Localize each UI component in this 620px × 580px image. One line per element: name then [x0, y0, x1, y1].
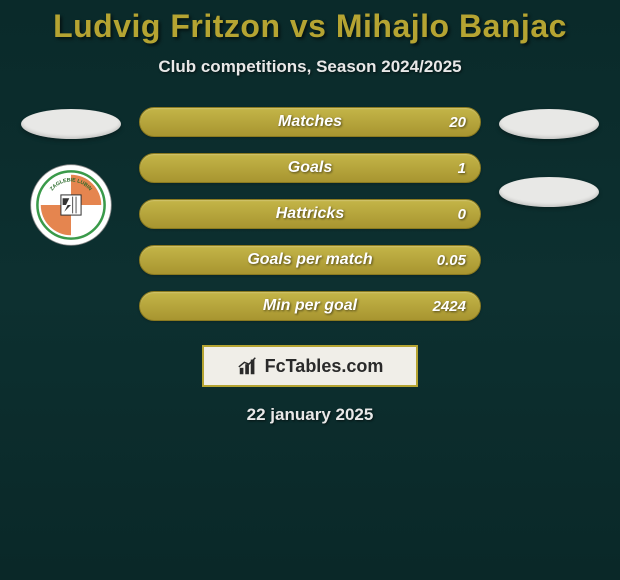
bar-chart-icon [237, 355, 259, 377]
stat-label: Min per goal [263, 297, 357, 315]
stat-value: 1 [458, 160, 466, 177]
club2-placeholder-icon [499, 177, 599, 207]
source-logo-box[interactable]: FcTables.com [202, 345, 418, 387]
source-name: FcTables.com [265, 356, 384, 377]
page-title: Ludvig Fritzon vs Mihajlo Banjac [0, 8, 620, 45]
left-column: ZAGLEBIE LUBIN [21, 107, 121, 247]
right-column [499, 107, 599, 207]
main-row: ZAGLEBIE LUBIN Matches 20 Goals 1 Hattri… [0, 107, 620, 321]
stat-bar-goals-per-match: Goals per match 0.05 [139, 245, 481, 275]
stat-value: 2424 [433, 298, 466, 315]
stat-value: 0 [458, 206, 466, 223]
stat-label: Hattricks [276, 205, 344, 223]
stat-value: 20 [449, 114, 466, 131]
stat-bar-goals: Goals 1 [139, 153, 481, 183]
stats-column: Matches 20 Goals 1 Hattricks 0 Goals per… [139, 107, 481, 321]
stat-bar-matches: Matches 20 [139, 107, 481, 137]
infographic-container: Ludvig Fritzon vs Mihajlo Banjac Club co… [0, 0, 620, 425]
footer-date: 22 january 2025 [0, 405, 620, 425]
stat-label: Goals [288, 159, 332, 177]
stat-bar-min-per-goal: Min per goal 2424 [139, 291, 481, 321]
stat-label: Matches [278, 113, 342, 131]
player1-placeholder-icon [21, 109, 121, 139]
stat-label: Goals per match [247, 251, 372, 269]
stat-value: 0.05 [437, 252, 466, 269]
stat-bar-hattricks: Hattricks 0 [139, 199, 481, 229]
club-logo-zaglebie: ZAGLEBIE LUBIN [29, 163, 113, 247]
player2-placeholder-icon [499, 109, 599, 139]
subtitle: Club competitions, Season 2024/2025 [0, 57, 620, 77]
